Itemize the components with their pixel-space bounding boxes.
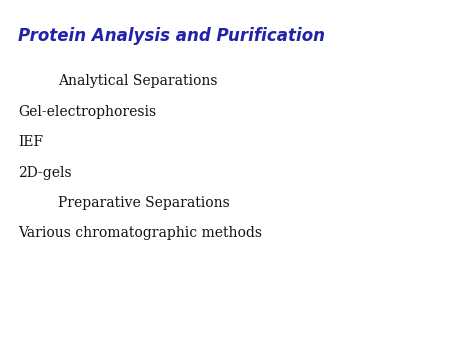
Text: Preparative Separations: Preparative Separations	[58, 196, 230, 210]
Text: Various chromatographic methods: Various chromatographic methods	[18, 226, 262, 240]
Text: IEF: IEF	[18, 135, 43, 149]
Text: Protein Analysis and Purification: Protein Analysis and Purification	[18, 27, 325, 45]
Text: Gel-electrophoresis: Gel-electrophoresis	[18, 105, 156, 119]
Text: Analytical Separations: Analytical Separations	[58, 74, 218, 88]
Text: 2D-gels: 2D-gels	[18, 166, 72, 179]
